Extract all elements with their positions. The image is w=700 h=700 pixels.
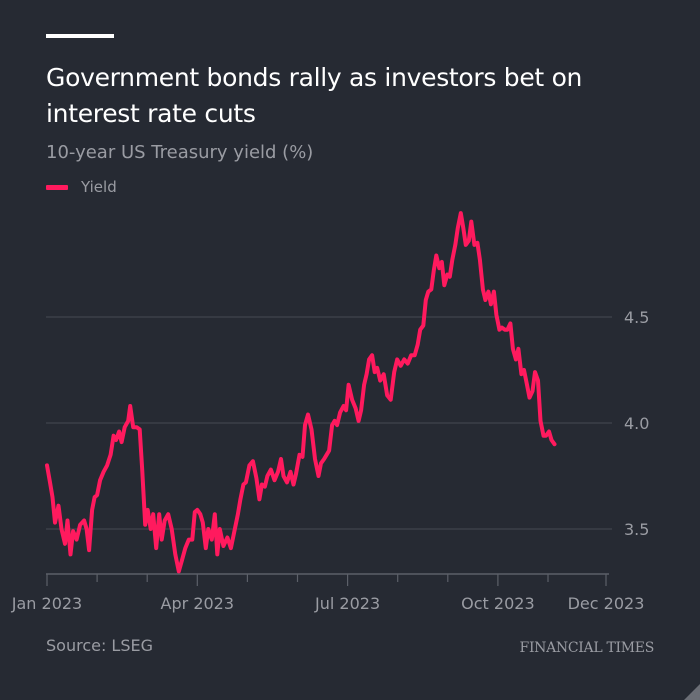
y-tick-label: 3.5 (624, 520, 649, 539)
x-tick-label: Apr 2023 (161, 594, 234, 613)
x-tick-label: Jul 2023 (314, 594, 380, 613)
y-axis: 3.5 4.0 4.5 (624, 308, 649, 539)
gridlines (46, 316, 612, 530)
ft-logo: FINANCIAL TIMES (519, 640, 655, 656)
x-tick-label: Dec 2023 (568, 594, 645, 613)
header-accent-bar (46, 34, 114, 38)
y-tick-label: 4.0 (624, 414, 649, 433)
chart-title: Government bonds rally as investors bet … (46, 63, 583, 128)
legend: Yield (46, 178, 117, 196)
series-line-yield (45, 211, 557, 574)
x-tick-label: Jan 2023 (11, 594, 82, 613)
source-note: Source: LSEG (46, 636, 154, 655)
x-tick-label: Oct 2023 (461, 594, 534, 613)
chart-subtitle: 10-year US Treasury yield (%) (46, 142, 314, 163)
y-tick-label: 4.5 (624, 308, 649, 327)
legend-label-yield: Yield (81, 178, 117, 196)
legend-swatch-yield (46, 184, 68, 190)
series-group (45, 211, 557, 574)
x-axis: Jan 2023 Apr 2023 Jul 2023 Oct 2023 Dec 2023 (11, 573, 645, 613)
resize-corner-icon (684, 684, 700, 700)
